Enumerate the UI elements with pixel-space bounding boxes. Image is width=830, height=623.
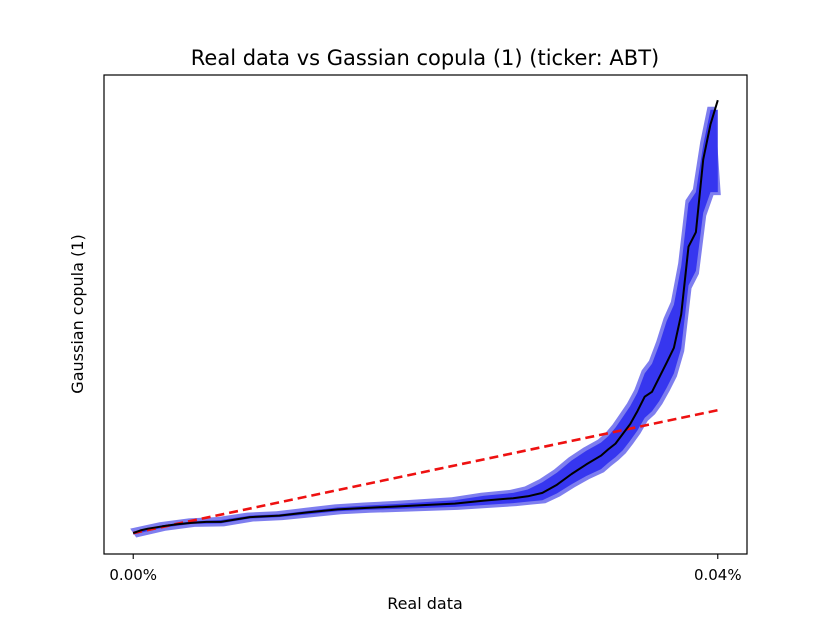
- x-axis-ticks: 0.00% 0.04%: [109, 554, 742, 584]
- reference-dashed-line: [132, 408, 719, 535]
- plot-area-frame: [103, 74, 748, 555]
- median-line: [132, 99, 719, 535]
- median-polyline: [132, 99, 719, 535]
- x-axis-label: Real data: [387, 594, 463, 613]
- x-tick-label: 0.00%: [109, 566, 157, 584]
- x-tick-label: 0.04%: [694, 566, 742, 584]
- reference-line: [132, 408, 719, 535]
- y-axis-label: Gaussian copula (1): [68, 234, 87, 393]
- chart-title: Real data vs Gassian copula (1) (ticker:…: [191, 46, 659, 70]
